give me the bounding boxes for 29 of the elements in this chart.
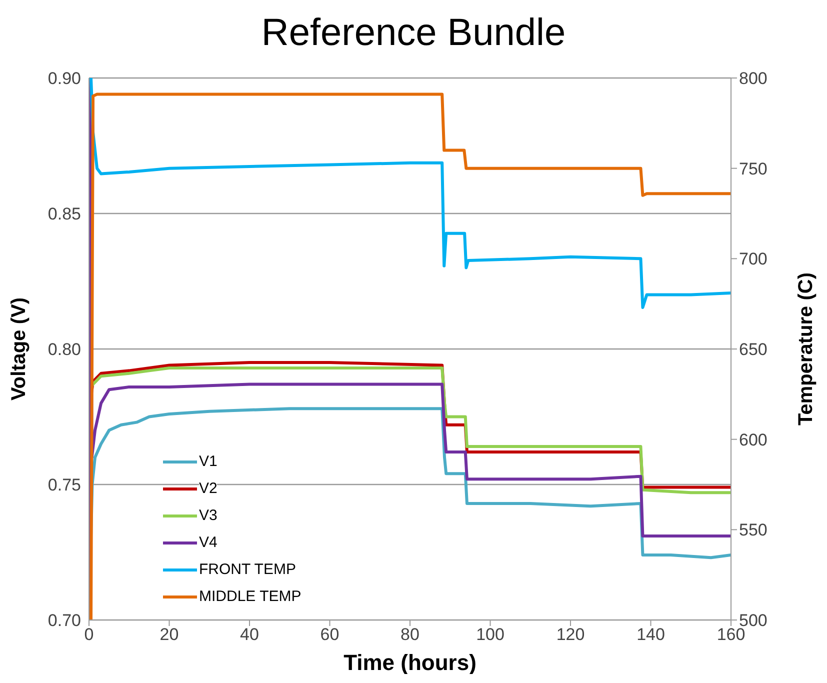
y-tick-label: 0.85 xyxy=(48,204,81,224)
legend-label: V3 xyxy=(199,507,218,524)
y-axis-title: Voltage (V) xyxy=(8,298,30,400)
y2-tick-label: 800 xyxy=(739,69,768,88)
y-tick-label: 0.70 xyxy=(48,611,81,630)
y2-axis-title: Temperature (C) xyxy=(795,272,818,426)
y2-tick-label: 750 xyxy=(739,159,768,178)
legend-label: V1 xyxy=(199,453,218,470)
x-tick-label: 60 xyxy=(320,625,340,644)
x-tick-label: 120 xyxy=(556,625,585,644)
x-tick-label: 160 xyxy=(716,625,746,644)
y2-tick-label: 650 xyxy=(739,340,768,360)
x-tick-label: 40 xyxy=(240,625,259,644)
legend-label: V4 xyxy=(199,534,218,551)
legend-label: V2 xyxy=(199,480,218,497)
y-tick-label: 0.80 xyxy=(48,340,81,360)
x-tick-label: 140 xyxy=(636,625,665,644)
x-tick-label: 80 xyxy=(400,625,420,644)
y-tick-label: 0.90 xyxy=(48,69,81,88)
y2-tick-label: 550 xyxy=(739,520,768,540)
x-tick-label: 0 xyxy=(84,625,94,644)
legend-label: FRONT TEMP xyxy=(199,561,296,578)
y2-tick-label: 600 xyxy=(739,430,768,450)
y2-tick-label: 700 xyxy=(739,250,768,269)
chart-title: Reference Bundle xyxy=(260,11,567,56)
x-tick-label: 100 xyxy=(476,625,504,644)
x-tick-label: 20 xyxy=(160,625,179,644)
legend-label: MIDDLE TEMP xyxy=(199,588,302,605)
y-tick-label: 0.75 xyxy=(48,476,81,495)
